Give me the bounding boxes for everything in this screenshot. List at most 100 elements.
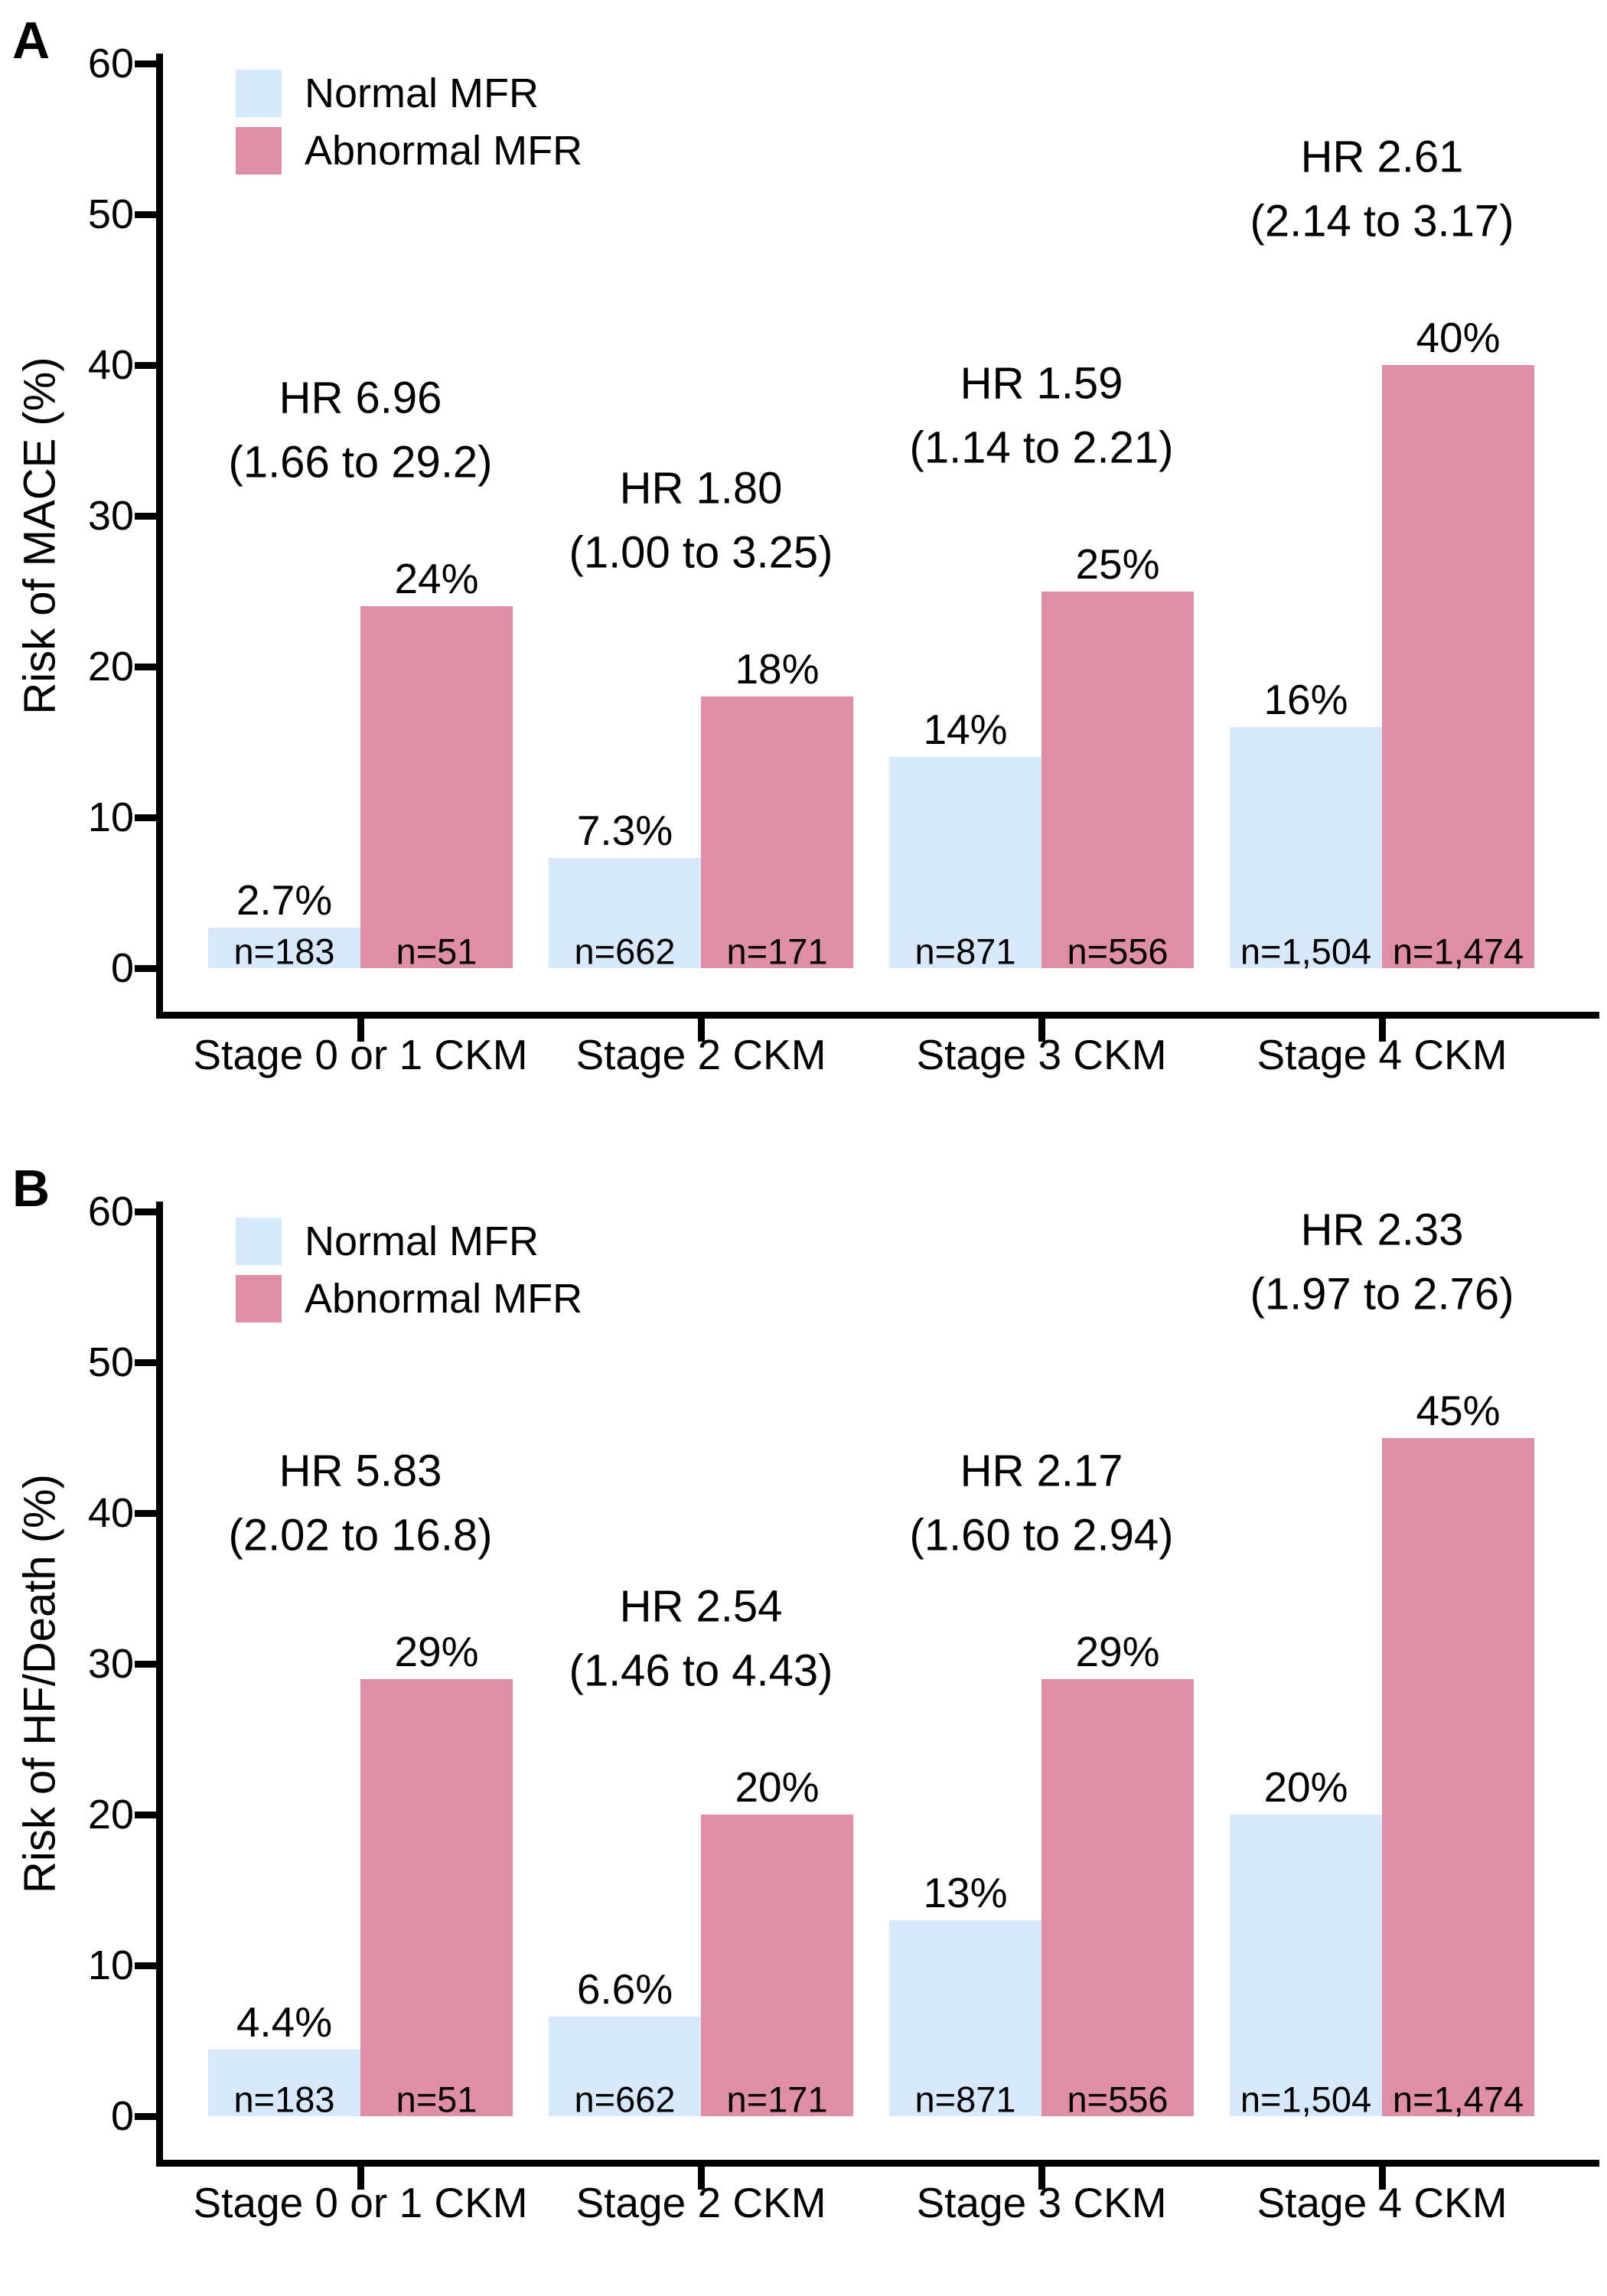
bar-abnormal-mfr — [701, 1815, 853, 2116]
y-axis-tick — [135, 2113, 156, 2120]
legend-label-abnormal-mfr: Abnormal MFR — [305, 128, 583, 174]
y-axis-tick-label: 30 — [87, 493, 134, 539]
y-axis-tick — [135, 1962, 156, 1969]
x-axis-tick — [1038, 1019, 1045, 1042]
bar-normal-mfr — [208, 927, 360, 968]
bar-abnormal-mfr — [360, 606, 513, 968]
hr-annotation-line1: HR 1.80 — [619, 463, 783, 514]
hr-annotation-line2: (1.97 to 2.76) — [1250, 1269, 1514, 1319]
bar-value-label-abnormal-mfr: 25% — [1075, 540, 1160, 588]
hr-annotation-line1: HR 2.61 — [1300, 132, 1464, 182]
bar-normal-mfr — [1230, 726, 1382, 968]
x-axis-category-label: Stage 4 CKM — [1257, 1031, 1508, 1078]
bar-n-label-abnormal-mfr: n=171 — [726, 931, 828, 972]
bar-abnormal-mfr — [1041, 591, 1194, 968]
hr-annotation-line1: HR 6.96 — [279, 373, 442, 423]
bar-n-label-abnormal-mfr: n=1,474 — [1392, 931, 1524, 972]
y-axis — [156, 54, 163, 1019]
bar-value-label-normal-mfr: 6.6% — [576, 1965, 673, 2013]
y-axis-title: Risk of HF/Death (%) — [15, 1474, 65, 1893]
x-axis — [156, 2160, 1599, 2167]
panel-b: B 0 10 20 30 40 50 60 Risk of HF/Death (%) Norma… — [0, 1148, 1607, 2296]
x-axis-category-label: Stage 0 or 1 CKM — [193, 1031, 528, 1078]
x-axis-category-label: Stage 4 CKM — [1257, 2179, 1508, 2226]
bar-normal-mfr — [889, 757, 1041, 968]
bar-normal-mfr — [549, 2016, 701, 2116]
bar-value-label-abnormal-mfr: 24% — [394, 555, 479, 603]
hr-annotation-line2: (2.14 to 3.17) — [1250, 196, 1514, 246]
y-axis-tick-label: 10 — [87, 794, 134, 840]
panel-b-label: B — [12, 1159, 51, 1218]
bar-normal-mfr — [889, 1919, 1041, 2116]
legend-label-abnormal-mfr: Abnormal MFR — [305, 1276, 583, 1322]
bar-abnormal-mfr — [360, 1678, 513, 2116]
bar-n-label-abnormal-mfr: n=171 — [726, 2079, 828, 2120]
bar-abnormal-mfr — [1382, 1437, 1534, 2116]
y-axis-tick — [135, 211, 156, 218]
bar-normal-mfr — [1230, 1815, 1382, 2116]
x-axis-tick — [1379, 1019, 1386, 1042]
bar-normal-mfr — [549, 858, 701, 968]
legend-label-normal-mfr: Normal MFR — [305, 70, 539, 116]
hr-annotation-line1: HR 2.54 — [619, 1581, 783, 1632]
x-axis-category-label: Stage 3 CKM — [916, 1031, 1167, 1078]
x-axis-category-label: Stage 2 CKM — [575, 2179, 826, 2226]
bar-value-label-normal-mfr: 7.3% — [576, 807, 673, 855]
bar-value-label-normal-mfr: 14% — [923, 706, 1008, 754]
y-axis — [156, 1202, 163, 2167]
x-axis-tick — [698, 1019, 705, 1042]
x-axis-tick — [1379, 2167, 1386, 2190]
bar-value-label-abnormal-mfr: 45% — [1416, 1386, 1501, 1434]
x-axis-tick — [1038, 2167, 1045, 2190]
x-axis-tick — [357, 2167, 364, 2190]
y-axis-tick-label: 0 — [110, 2093, 134, 2139]
hr-annotation-line2: (1.60 to 2.94) — [909, 1510, 1174, 1561]
legend-swatch-abnormal-mfr — [236, 1275, 282, 1322]
y-axis-tick — [135, 513, 156, 520]
bar-value-label-abnormal-mfr: 29% — [1075, 1627, 1160, 1675]
y-axis-tick — [135, 1510, 156, 1517]
bar-n-label-abnormal-mfr: n=51 — [396, 931, 478, 972]
hr-annotation-line1: HR 5.83 — [279, 1446, 442, 1496]
y-axis-tick — [135, 664, 156, 670]
bar-abnormal-mfr — [1041, 1678, 1194, 2116]
x-axis-category-label: Stage 0 or 1 CKM — [193, 2179, 528, 2226]
legend-swatch-normal-mfr — [236, 70, 282, 117]
bar-abnormal-mfr — [1382, 365, 1534, 968]
hr-annotation-line1: HR 2.33 — [1300, 1205, 1464, 1254]
bar-n-label-normal-mfr: n=662 — [574, 931, 676, 972]
y-axis-tick-label: 20 — [87, 644, 134, 690]
y-axis-tick — [135, 965, 156, 972]
y-axis-tick — [135, 1661, 156, 1668]
bar-value-label-normal-mfr: 13% — [923, 1868, 1008, 1916]
hr-annotation-line2: (2.02 to 16.8) — [228, 1510, 493, 1561]
bar-n-label-abnormal-mfr: n=1,474 — [1392, 2079, 1524, 2120]
legend-label-normal-mfr: Normal MFR — [305, 1218, 539, 1264]
y-axis-tick — [135, 362, 156, 369]
hr-annotation-line2: (1.46 to 4.43) — [569, 1645, 833, 1696]
bar-value-label-abnormal-mfr: 29% — [394, 1627, 479, 1675]
legend-swatch-abnormal-mfr — [236, 127, 282, 174]
hr-annotation-line1: HR 1.59 — [960, 358, 1123, 408]
hr-annotation-line2: (1.66 to 29.2) — [228, 437, 493, 488]
bar-value-label-normal-mfr: 20% — [1263, 1763, 1348, 1811]
y-axis-tick — [135, 1359, 156, 1366]
y-axis-tick-label: 40 — [87, 1490, 134, 1536]
y-axis-tick-label: 60 — [87, 1189, 134, 1234]
x-axis — [156, 1012, 1599, 1019]
y-axis-tick — [135, 1812, 156, 1818]
y-axis-tick-label: 60 — [87, 41, 134, 86]
bar-n-label-normal-mfr: n=183 — [233, 931, 335, 972]
bar-abnormal-mfr — [701, 696, 853, 968]
y-axis-tick-label: 10 — [87, 1942, 134, 1988]
bar-value-label-abnormal-mfr: 18% — [735, 645, 820, 693]
bar-value-label-abnormal-mfr: 20% — [735, 1763, 820, 1811]
y-axis-tick — [135, 1208, 156, 1215]
bar-n-label-normal-mfr: n=183 — [233, 2079, 335, 2120]
y-axis-tick-label: 50 — [87, 191, 134, 237]
bar-value-label-normal-mfr: 16% — [1263, 675, 1348, 723]
bar-n-label-normal-mfr: n=871 — [914, 2079, 1016, 2120]
hr-annotation-line1: HR 2.17 — [960, 1446, 1123, 1496]
bar-value-label-abnormal-mfr: 40% — [1416, 314, 1501, 361]
